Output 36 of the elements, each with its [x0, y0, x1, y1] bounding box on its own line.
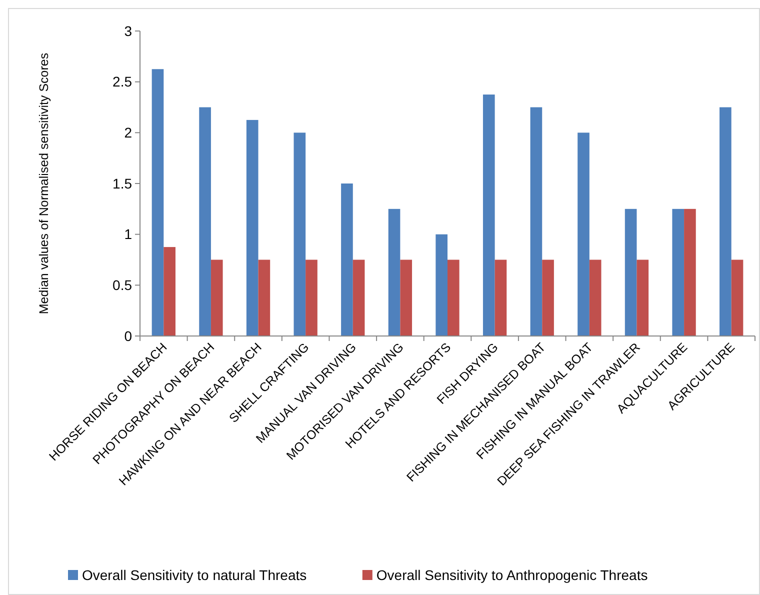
y-tick-label: 1 [124, 226, 132, 242]
legend-label: Overall Sensitivity to natural Threats [82, 566, 307, 583]
bar [388, 208, 400, 336]
bar [542, 260, 554, 336]
bar [164, 247, 176, 336]
bar [636, 260, 649, 336]
bar [731, 260, 744, 336]
bar [448, 260, 460, 336]
bar [494, 260, 507, 336]
y-tick-label: 0.5 [112, 277, 132, 294]
bar [578, 132, 590, 336]
y-tick-label: 2 [124, 124, 132, 141]
bar [306, 260, 318, 336]
legend-label: Overall Sensitivity to Anthropogenic Threats [376, 566, 648, 583]
bar [210, 260, 223, 336]
y-tick-label: 3 [124, 22, 132, 39]
y-tick-label: 1.5 [112, 175, 132, 192]
bar [624, 208, 637, 336]
bar [199, 107, 211, 336]
bar [352, 260, 365, 336]
y-axis-title: Median values of Normalised sensitivity Scores [37, 52, 51, 314]
bar [530, 107, 542, 336]
y-tick-label: 2.5 [112, 74, 132, 90]
bar [400, 260, 412, 336]
bar [258, 260, 270, 336]
bar [152, 69, 164, 336]
bar [482, 94, 495, 336]
bar [720, 107, 732, 336]
bar [294, 132, 306, 336]
bar [341, 184, 353, 336]
bar [436, 234, 448, 336]
bar [589, 260, 602, 336]
y-tick-label: 0 [124, 328, 132, 344]
bar [672, 208, 684, 336]
bar [684, 208, 696, 336]
bar [246, 120, 258, 336]
